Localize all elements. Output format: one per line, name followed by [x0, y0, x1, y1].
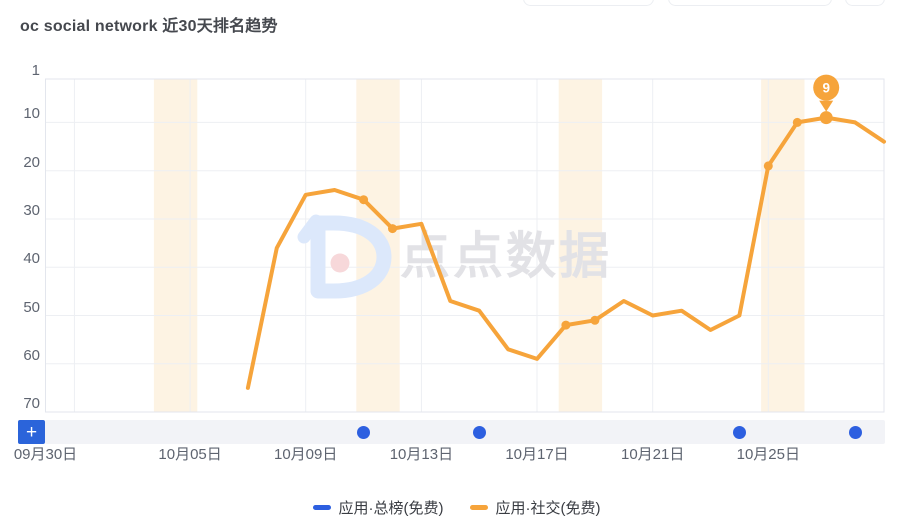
- legend-item-total[interactable]: 应用·总榜(免费): [312, 497, 444, 518]
- legend-label-social: 应用·社交(免费): [495, 500, 601, 517]
- total-series-dot[interactable]: [848, 426, 862, 439]
- weekend-band: [761, 79, 805, 412]
- y-axis-label: 30: [23, 202, 40, 219]
- x-axis-label: 10月13日: [389, 446, 454, 463]
- best-rank-pin-value: 9: [822, 81, 830, 96]
- ranking-trend-chart: 点点数据 9: [45, 74, 886, 413]
- y-axis-label: 60: [23, 346, 40, 364]
- best-rank-point: [819, 111, 833, 125]
- plot-border: [45, 78, 885, 413]
- social-series-point: [359, 195, 369, 205]
- y-axis-label: 40: [23, 250, 40, 268]
- social-series-point: [561, 320, 571, 330]
- total-series-dot[interactable]: [732, 426, 746, 439]
- legend-item-social[interactable]: 应用·社交(免费): [469, 497, 601, 518]
- weekend-band: [558, 79, 603, 412]
- total-series-dot[interactable]: [472, 426, 486, 439]
- legend-marker-social: [469, 505, 488, 510]
- watermark-logo-icon: [310, 215, 392, 299]
- gridlines: [45, 78, 885, 413]
- total-series-dot[interactable]: [357, 426, 371, 439]
- y-axis-label: 20: [23, 153, 40, 171]
- y-axis-label: 10: [23, 105, 40, 123]
- social-series-point: [590, 315, 600, 325]
- page-title: oc social network 近30天排名趋势: [20, 18, 278, 35]
- social-series-point: [792, 117, 802, 127]
- x-axis-label: 09月30日: [13, 446, 78, 463]
- social-series-markers[interactable]: [359, 117, 802, 330]
- zoom-restore-button[interactable]: +: [18, 420, 45, 444]
- x-axis-label: 10月21日: [621, 446, 685, 463]
- y-axis-label: 70: [23, 395, 40, 412]
- x-axis-label: 10月05日: [158, 446, 222, 463]
- legend: 应用·总榜(免费) 应用·社交(免费): [0, 497, 913, 518]
- best-rank-pin[interactable]: 9: [813, 74, 840, 125]
- x-axis-label: 10月17日: [505, 446, 569, 463]
- watermark: 点点数据: [297, 214, 609, 299]
- weekend-band: [153, 79, 198, 412]
- y-axis-label: 1: [31, 62, 40, 79]
- datazoom-strip[interactable]: [45, 420, 885, 444]
- x-axis-label: 10月25日: [736, 446, 800, 463]
- y-axis-label: 50: [23, 298, 40, 316]
- social-series-point: [388, 224, 397, 234]
- social-series-point: [763, 161, 773, 171]
- x-axis-label: 10月09日: [274, 446, 338, 463]
- legend-marker-total: [312, 505, 331, 510]
- legend-label-total: 应用·总榜(免费): [338, 500, 444, 517]
